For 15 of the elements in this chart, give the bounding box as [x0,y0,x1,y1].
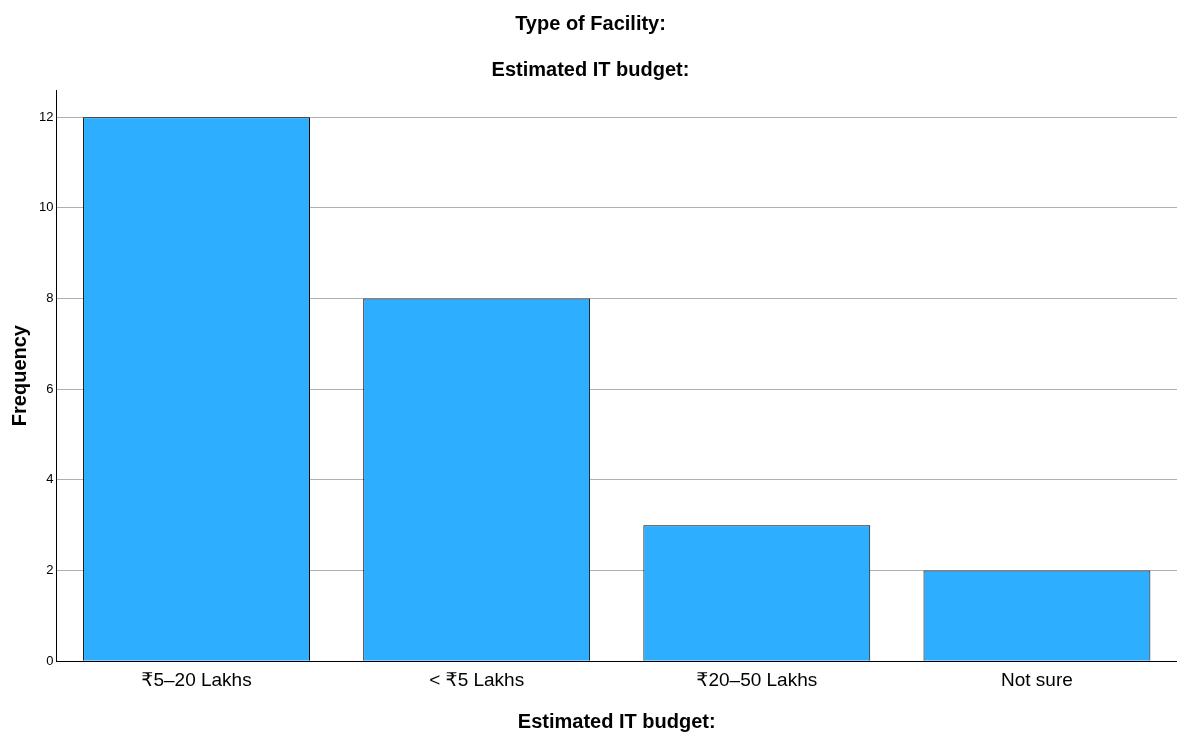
y-tick-label: 2 [46,562,54,578]
y-tick-label: 6 [46,380,54,396]
y-tick-label: 12 [38,108,54,124]
x-tick-label: < ₹5 Lakhs [429,668,525,690]
y-tick-label: 10 [38,199,54,215]
y-tick-label: 8 [46,290,54,306]
x-axis-title: Estimated IT budget: [517,709,716,732]
chart-title: Type of Facility: [515,11,666,34]
x-tick-label: ₹20–50 Lakhs [696,668,818,690]
x-tick-label: ₹5–20 Lakhs [141,668,252,690]
x-tick-label: Not sure [1001,668,1073,690]
chart-subtitle: Estimated IT budget: [491,57,690,80]
y-axis-title: Frequency [7,324,30,427]
y-tick-label: 0 [46,652,54,668]
y-tick-label: 4 [46,471,54,487]
